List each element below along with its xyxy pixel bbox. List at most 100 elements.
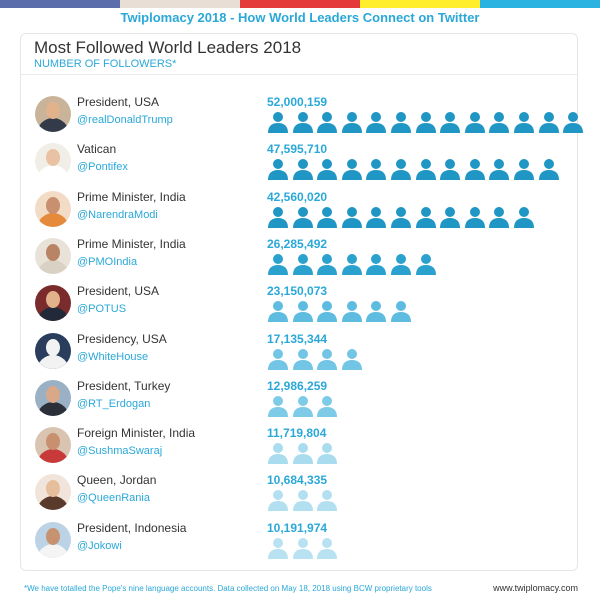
person-icon bbox=[464, 206, 485, 228]
color-stripe-3 bbox=[240, 0, 360, 8]
color-stripe-4 bbox=[360, 0, 480, 8]
follower-pictograph bbox=[267, 537, 577, 559]
person-icon bbox=[292, 301, 313, 323]
chart-card: Most Followed World Leaders 2018 NUMBER … bbox=[20, 33, 584, 571]
person-icon bbox=[514, 112, 534, 133]
person-icon bbox=[268, 443, 288, 465]
leader-row: Foreign Minister, India @SushmaSwaraj 11,7… bbox=[21, 425, 577, 471]
leader-role: President, Turkey bbox=[77, 378, 171, 393]
leader-avatar bbox=[35, 285, 71, 322]
person-icon bbox=[292, 395, 313, 417]
person-icon bbox=[341, 301, 362, 323]
person-icon bbox=[317, 301, 338, 323]
person-icon bbox=[489, 159, 510, 181]
person-icon bbox=[292, 443, 313, 465]
person-icon bbox=[268, 348, 288, 370]
person-icon bbox=[268, 490, 288, 512]
person-icon bbox=[292, 112, 313, 133]
person-icon bbox=[415, 112, 436, 133]
leader-row: President, USA @POTUS 23,150,073 bbox=[21, 283, 577, 329]
person-icon bbox=[268, 253, 288, 275]
person-icon bbox=[440, 159, 461, 181]
follower-pictograph bbox=[267, 348, 577, 370]
follower-pictograph bbox=[267, 253, 577, 275]
leader-handle[interactable]: @NarendraModi bbox=[77, 208, 158, 221]
follower-pictograph bbox=[267, 395, 577, 417]
person-icon bbox=[317, 206, 338, 228]
person-icon bbox=[391, 159, 411, 181]
leader-row: Prime Minister, India @PMOIndia 26,285,492 bbox=[21, 236, 577, 282]
leader-handle[interactable]: @PMOIndia bbox=[77, 255, 138, 268]
person-icon bbox=[292, 159, 313, 181]
leader-avatar bbox=[35, 332, 71, 369]
leader-handle[interactable]: @SushmaSwaraj bbox=[77, 445, 163, 458]
follower-count: 10,191,974 bbox=[267, 520, 328, 535]
person-icon bbox=[317, 253, 338, 275]
person-icon bbox=[391, 112, 411, 133]
person-icon bbox=[317, 159, 338, 181]
leader-row: President, USA @realDonaldTrump 52,000,159 bbox=[21, 94, 584, 140]
person-icon bbox=[317, 348, 338, 370]
leader-handle[interactable]: @POTUS bbox=[77, 303, 127, 316]
leader-avatar bbox=[35, 427, 71, 464]
person-icon bbox=[366, 112, 387, 133]
person-icon bbox=[341, 206, 362, 228]
follower-count: 11,719,804 bbox=[267, 426, 327, 441]
follower-pictograph bbox=[267, 442, 577, 465]
person-icon bbox=[366, 159, 387, 181]
person-icon bbox=[391, 206, 411, 228]
person-icon bbox=[366, 253, 387, 275]
footnote: *We have totalled the Pope's nine langua… bbox=[24, 584, 432, 593]
leader-role: Foreign Minister, India bbox=[77, 426, 196, 441]
leader-row: President, Turkey @RT_Erdogan 12,986,259 bbox=[21, 378, 577, 424]
person-icon bbox=[292, 206, 313, 228]
leader-handle[interactable]: @Pontifex bbox=[77, 161, 128, 174]
chart-title: Most Followed World Leaders 2018 bbox=[34, 38, 302, 57]
leader-handle[interactable]: @QueenRania bbox=[77, 492, 150, 505]
person-icon bbox=[317, 490, 338, 512]
person-icon bbox=[514, 206, 534, 228]
person-icon bbox=[317, 443, 338, 465]
banner-title: Twiplomacy 2018 - How World Leaders Conn… bbox=[120, 10, 480, 25]
leader-avatar bbox=[35, 379, 71, 416]
chart-subtitle: NUMBER OF FOLLOWERS* bbox=[34, 58, 177, 70]
follower-pictograph bbox=[267, 489, 577, 512]
person-icon bbox=[366, 206, 387, 228]
person-icon bbox=[268, 206, 288, 228]
leader-role: Presidency, USA bbox=[77, 331, 167, 346]
person-icon bbox=[391, 301, 411, 323]
person-icon bbox=[415, 206, 436, 228]
person-icon bbox=[341, 112, 362, 133]
leader-handle[interactable]: @RT_Erdogan bbox=[77, 397, 151, 410]
follower-count: 26,285,492 bbox=[267, 236, 328, 251]
leader-row: Prime Minister, India @NarendraModi 42,560… bbox=[21, 189, 577, 235]
person-icon bbox=[268, 112, 288, 133]
person-icon bbox=[538, 159, 559, 181]
leader-handle[interactable]: @realDonaldTrump bbox=[77, 114, 173, 126]
person-icon bbox=[292, 490, 313, 512]
follower-count: 10,684,335 bbox=[267, 473, 328, 488]
follower-pictograph bbox=[267, 206, 577, 228]
leader-role: Vatican bbox=[77, 142, 117, 157]
leader-avatar bbox=[35, 474, 71, 511]
person-icon bbox=[489, 112, 510, 133]
leader-handle[interactable]: @Jokowi bbox=[77, 539, 122, 552]
website-link[interactable]: www.twiplomacy.com bbox=[493, 583, 578, 593]
person-icon bbox=[341, 348, 362, 370]
person-icon bbox=[341, 159, 362, 181]
leader-avatar bbox=[35, 521, 71, 558]
leader-handle[interactable]: @WhiteHouse bbox=[77, 350, 149, 363]
person-icon bbox=[514, 159, 534, 181]
follower-count: 42,560,020 bbox=[267, 189, 328, 204]
leader-row: Vatican @Pontifex 47,595,710 bbox=[21, 141, 577, 187]
follower-pictograph bbox=[267, 158, 577, 181]
person-icon bbox=[440, 206, 461, 228]
follower-count: 12,986,259 bbox=[267, 378, 328, 393]
person-icon bbox=[268, 159, 288, 181]
leader-role: President, USA bbox=[77, 95, 160, 109]
person-icon bbox=[317, 112, 338, 133]
follower-pictograph bbox=[267, 300, 577, 323]
leader-role: President, Indonesia bbox=[77, 520, 187, 535]
person-icon bbox=[268, 301, 288, 323]
person-icon bbox=[415, 253, 436, 275]
